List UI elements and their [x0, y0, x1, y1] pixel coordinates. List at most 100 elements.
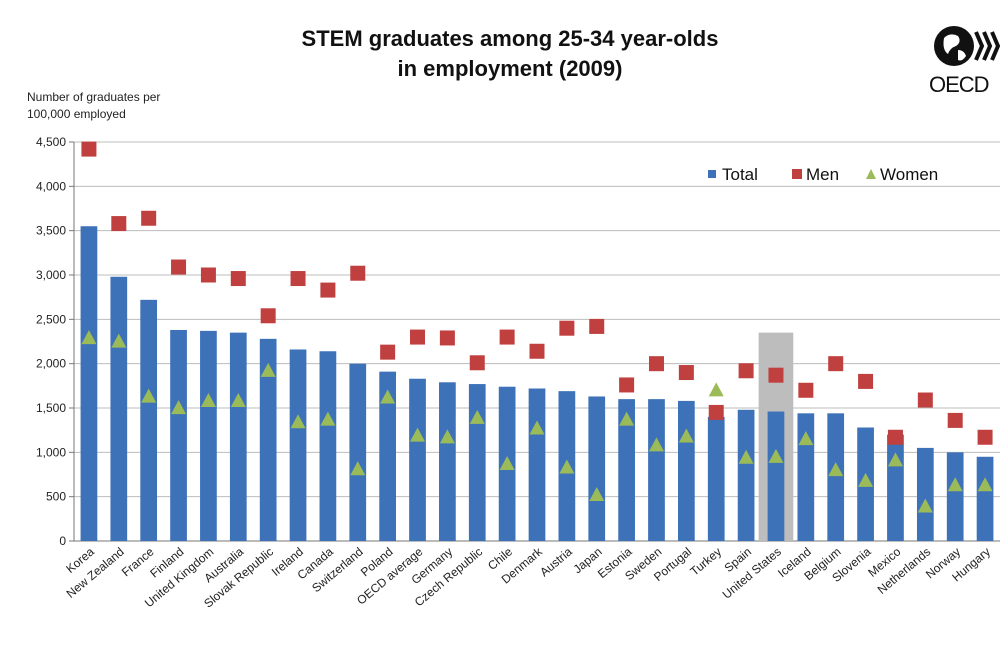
x-tick-label: Turkey: [687, 545, 724, 579]
marker-men-canada: [320, 282, 336, 298]
legend-marker-men: [792, 169, 802, 179]
marker-men-korea: [81, 141, 97, 157]
marker-men-turkey: [708, 404, 724, 420]
marker-women-new-zealand: [111, 333, 127, 348]
marker-women-korea: [81, 330, 97, 345]
legend-marker-women: [866, 169, 876, 179]
marker-women-finland: [171, 400, 187, 415]
marker-women-netherlands: [917, 498, 933, 513]
bars-total: [80, 226, 994, 541]
legend-label-total: Total: [722, 165, 758, 184]
bar-total-iceland: [797, 413, 815, 541]
marker-women-poland: [380, 389, 396, 404]
marker-men-denmark: [529, 343, 545, 359]
marker-men-switzerland: [350, 265, 366, 281]
legend-marker-total: [708, 170, 716, 178]
marker-women-estonia: [619, 411, 635, 426]
y-axis-label-line-2: 100,000 employed: [27, 107, 126, 121]
y-tick-label: 1,500: [36, 401, 66, 415]
marker-men-netherlands: [917, 392, 933, 408]
marker-women-united-states: [768, 448, 784, 463]
marker-women-canada: [320, 411, 336, 426]
marker-women-czech-republic: [469, 409, 485, 424]
marker-men-hungary: [977, 429, 993, 445]
y-tick-label: 0: [59, 534, 66, 548]
x-tick-label: Austria: [537, 544, 575, 579]
bar-total-mexico: [887, 434, 904, 541]
marker-men-new-zealand: [111, 216, 127, 232]
legend-label-men: Men: [806, 165, 839, 184]
marker-men-united-kingdom: [200, 267, 216, 283]
bar-total-czech-republic: [468, 384, 486, 541]
marker-men-finland: [171, 259, 187, 275]
marker-men-oecd-average: [410, 329, 426, 345]
marker-women-iceland: [798, 431, 814, 446]
marker-women-spain: [738, 449, 754, 464]
bar-total-spain: [737, 409, 755, 541]
marker-women-portugal: [678, 428, 694, 443]
marker-women-belgium: [828, 462, 844, 477]
marker-women-australia: [230, 393, 246, 408]
marker-men-australia: [230, 271, 246, 287]
bar-total-slovak-republic: [259, 338, 277, 541]
chart-title-line-2: in employment (2009): [397, 56, 623, 81]
marker-men-france: [141, 210, 157, 226]
y-tick-label: 4,500: [36, 135, 66, 149]
bar-total-turkey: [707, 416, 725, 541]
y-tick-label: 2,500: [36, 312, 66, 326]
legend: Total Men Women: [708, 165, 938, 184]
marker-women-slovak-republic: [260, 362, 276, 377]
marker-women-austria: [559, 459, 575, 474]
marker-men-slovenia: [858, 373, 874, 389]
bar-total-ireland: [289, 349, 307, 541]
y-axis-label-line-1: Number of graduates per: [27, 90, 161, 104]
marker-women-turkey: [708, 382, 724, 397]
bar-total-japan: [588, 396, 606, 541]
bar-total-australia: [229, 332, 247, 541]
bar-total-denmark: [528, 388, 546, 541]
marker-men-japan: [589, 318, 605, 334]
y-tick-label: 3,500: [36, 224, 66, 238]
bar-total-sweden: [648, 399, 665, 541]
oecd-logo-text: OECD: [929, 72, 990, 97]
y-tick-label: 2,000: [36, 357, 66, 371]
marker-men-ireland: [290, 271, 306, 287]
marker-women-switzerland: [350, 461, 366, 476]
marker-men-slovak-republic: [260, 308, 276, 324]
marker-men-chile: [499, 329, 515, 345]
marker-women-hungary: [977, 477, 993, 492]
marker-men-belgium: [828, 356, 844, 372]
bar-total-united-states: [767, 411, 785, 541]
marker-men-estonia: [619, 377, 635, 393]
marker-men-austria: [559, 320, 575, 336]
marker-women-japan: [589, 487, 605, 502]
markers-women: [81, 330, 993, 513]
marker-women-germany: [439, 429, 455, 444]
bar-total-hungary: [976, 456, 994, 541]
marker-men-portugal: [678, 365, 694, 381]
bar-total-france: [140, 299, 158, 541]
bar-total-switzerland: [349, 363, 367, 541]
bar-total-canada: [319, 351, 337, 541]
marker-men-norway: [947, 412, 963, 428]
bar-total-germany: [439, 382, 456, 541]
marker-women-slovenia: [858, 472, 874, 487]
marker-women-norway: [947, 477, 963, 492]
marker-men-mexico: [887, 429, 903, 445]
bar-total-portugal: [677, 400, 695, 541]
bar-total-korea: [80, 226, 98, 541]
bar-total-new-zealand: [110, 276, 128, 541]
marker-women-chile: [499, 455, 515, 470]
bar-total-belgium: [827, 413, 845, 541]
marker-men-sweden: [648, 356, 664, 372]
y-tick-label: 1,000: [36, 445, 66, 459]
y-tick-label: 4,000: [36, 179, 66, 193]
bar-total-united-kingdom: [200, 330, 217, 541]
bar-total-estonia: [618, 399, 635, 541]
y-tick-label: 500: [46, 490, 66, 504]
legend-label-women: Women: [880, 165, 938, 184]
marker-women-sweden: [648, 437, 664, 452]
oecd-logo-icon: [934, 26, 1000, 66]
